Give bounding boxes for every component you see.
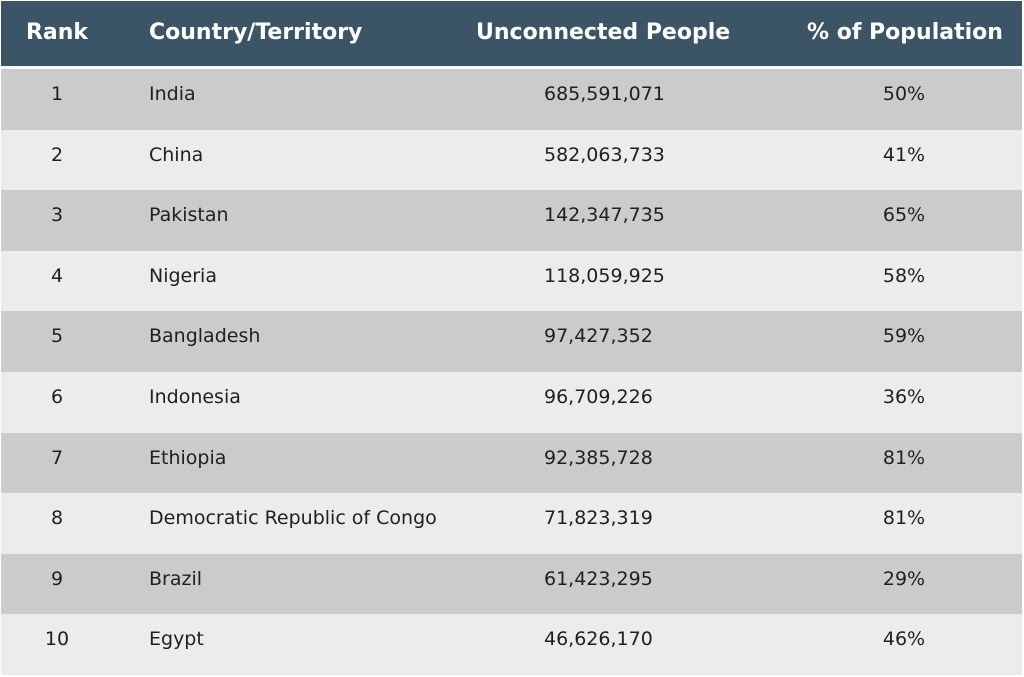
people-cell: 46,626,170 (544, 628, 653, 650)
people-cell: 97,427,352 (544, 325, 653, 347)
people-cell: 685,591,071 (544, 83, 665, 105)
table-row: 5 Bangladesh 97,427,352 59% (1, 311, 1022, 372)
table-row: 1 India 685,591,071 50% (1, 69, 1022, 130)
table-row: 9 Brazil 61,423,295 29% (1, 554, 1022, 615)
header-percent-population: % of Population (807, 20, 1003, 45)
rank-cell: 5 (50, 325, 64, 347)
table-row: 7 Ethiopia 92,385,728 81% (1, 433, 1022, 494)
country-cell: Brazil (149, 568, 203, 590)
country-cell: Nigeria (149, 265, 217, 287)
people-cell: 582,063,733 (544, 144, 665, 166)
country-cell: India (149, 83, 196, 105)
table-row: 3 Pakistan 142,347,735 65% (1, 190, 1022, 251)
percent-cell: 65% (882, 204, 926, 226)
table-body: 1 India 685,591,071 50% 2 China 582,063,… (1, 69, 1022, 675)
country-cell: China (149, 144, 204, 166)
rank-cell: 10 (44, 628, 70, 650)
table-row: 8 Democratic Republic of Congo 71,823,31… (1, 493, 1022, 554)
percent-cell: 59% (882, 325, 926, 347)
people-cell: 96,709,226 (544, 386, 653, 408)
header-rank: Rank (25, 20, 89, 45)
table-row: 4 Nigeria 118,059,925 58% (1, 251, 1022, 312)
percent-cell: 58% (882, 265, 926, 287)
table-row: 10 Egypt 46,626,170 46% (1, 614, 1022, 675)
table-row: 6 Indonesia 96,709,226 36% (1, 372, 1022, 433)
country-cell: Egypt (149, 628, 204, 650)
people-cell: 92,385,728 (544, 447, 653, 469)
percent-cell: 46% (882, 628, 926, 650)
country-cell: Pakistan (149, 204, 229, 226)
header-country: Country/Territory (149, 20, 363, 45)
percent-cell: 36% (882, 386, 926, 408)
rank-cell: 1 (50, 83, 64, 105)
rank-cell: 3 (50, 204, 64, 226)
header-unconnected-people: Unconnected People (476, 20, 731, 45)
table-row: 2 China 582,063,733 41% (1, 130, 1022, 191)
rank-cell: 6 (50, 386, 64, 408)
percent-cell: 81% (882, 507, 926, 529)
percent-cell: 81% (882, 447, 926, 469)
people-cell: 61,423,295 (544, 568, 653, 590)
table-header: Rank Country/Territory Unconnected Peopl… (1, 1, 1022, 66)
people-cell: 118,059,925 (544, 265, 665, 287)
percent-cell: 50% (882, 83, 926, 105)
rank-cell: 4 (50, 265, 64, 287)
country-cell: Ethiopia (149, 447, 227, 469)
rank-cell: 7 (50, 447, 64, 469)
percent-cell: 41% (882, 144, 926, 166)
country-cell: Indonesia (149, 386, 241, 408)
percent-cell: 29% (882, 568, 926, 590)
rank-cell: 9 (50, 568, 64, 590)
rank-cell: 8 (50, 507, 64, 529)
people-cell: 142,347,735 (544, 204, 665, 226)
rank-cell: 2 (50, 144, 64, 166)
country-cell: Democratic Republic of Congo (149, 507, 437, 529)
country-cell: Bangladesh (149, 325, 261, 347)
people-cell: 71,823,319 (544, 507, 653, 529)
